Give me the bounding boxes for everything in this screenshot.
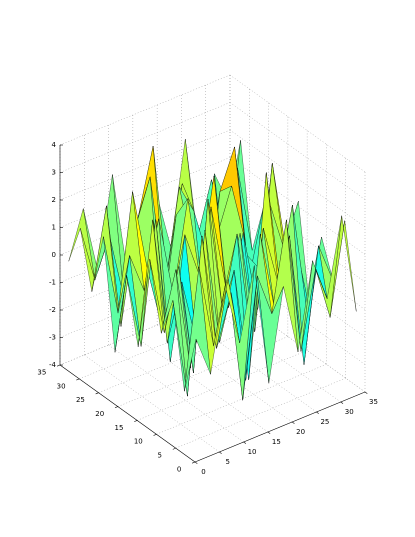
tick-mark <box>243 441 247 444</box>
tick-mark <box>76 378 80 381</box>
tick-mark <box>219 451 222 454</box>
x-tick-label: 35 <box>369 398 378 406</box>
axis-line <box>194 391 366 463</box>
tick-mark <box>56 364 61 367</box>
tick-mark <box>267 431 271 434</box>
tick-mark <box>291 421 295 424</box>
grid-line <box>229 102 366 200</box>
tick-mark <box>194 461 198 464</box>
z-tick-label: 4 <box>52 141 57 149</box>
y-tick-label: 15 <box>115 424 124 432</box>
z-tick-label: -2 <box>49 306 56 314</box>
x-tick-label: 5 <box>226 458 230 466</box>
grid-line <box>156 364 327 435</box>
x-tick-label: 30 <box>345 408 354 416</box>
tick-mark <box>95 392 99 395</box>
grid-line <box>229 74 366 173</box>
tick-mark <box>364 391 368 394</box>
grid-line <box>59 129 231 201</box>
x-tick-label: 10 <box>248 448 257 456</box>
axis-line <box>59 364 196 463</box>
z-tick-label: 2 <box>52 196 56 204</box>
tick-mark <box>191 461 196 464</box>
z-tick-label: -4 <box>49 361 57 369</box>
grid-line <box>59 157 231 228</box>
tick-mark <box>153 434 157 436</box>
grid-line <box>137 350 308 421</box>
z-tick-label: 3 <box>52 169 56 177</box>
x-tick-label: 25 <box>320 418 329 426</box>
y-tick-label: 0 <box>177 465 181 473</box>
x-tick-label: 20 <box>296 428 305 436</box>
z-tick-label: -3 <box>49 334 56 342</box>
z-tick-label: 0 <box>52 251 56 259</box>
tick-mark <box>172 447 176 450</box>
x-tick-label: 0 <box>201 468 205 476</box>
y-tick-label: 5 <box>158 452 162 460</box>
y-tick-label: 35 <box>37 368 46 376</box>
grid-line <box>175 377 346 449</box>
grid-line <box>108 344 244 443</box>
grid-line <box>229 212 366 310</box>
surface-patch <box>184 266 211 392</box>
tick-mark <box>114 406 118 409</box>
y-tick-label: 30 <box>57 382 66 390</box>
x-tick-label: 15 <box>272 438 281 446</box>
tick-mark <box>316 411 319 414</box>
grid-line <box>59 102 231 173</box>
y-tick-label: 20 <box>95 410 104 418</box>
grid-line <box>132 334 269 433</box>
y-tick-label: 25 <box>76 396 85 404</box>
y-tick-label: 10 <box>134 438 143 446</box>
grid-line <box>117 336 288 407</box>
grid-line <box>84 354 220 453</box>
grid-line <box>229 129 366 228</box>
tick-mark <box>340 401 344 404</box>
z-tick-label: -1 <box>49 279 56 287</box>
grid-line <box>205 304 341 403</box>
z-tick-label: 1 <box>52 224 56 232</box>
grid-line <box>229 184 366 283</box>
tick-mark <box>134 420 138 422</box>
grid-line <box>229 157 366 255</box>
grid-line <box>59 74 231 146</box>
